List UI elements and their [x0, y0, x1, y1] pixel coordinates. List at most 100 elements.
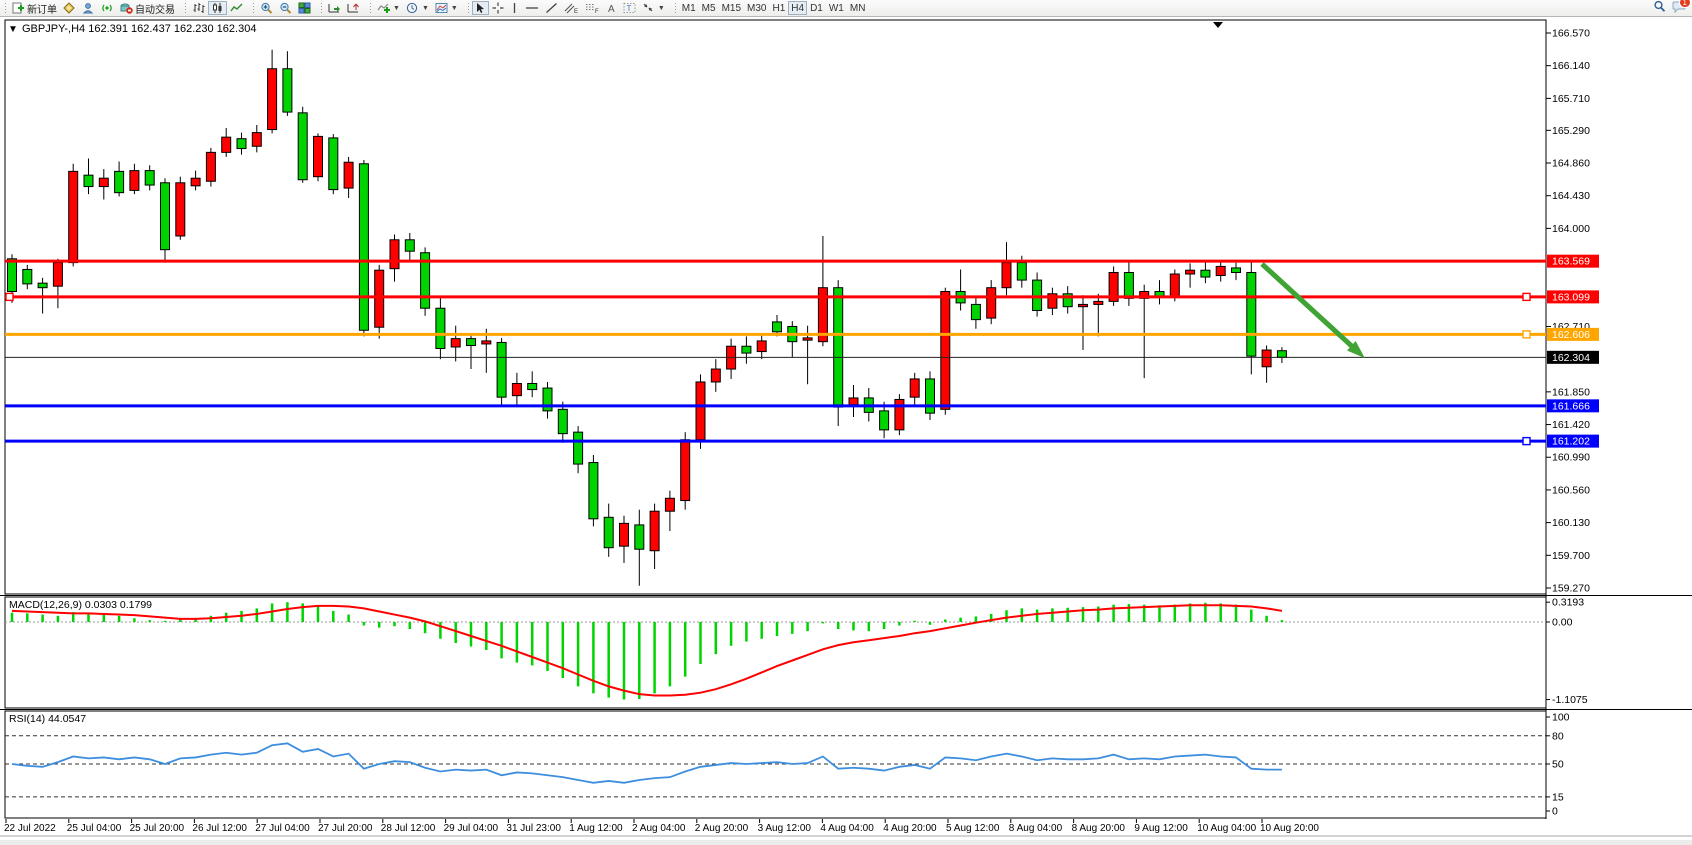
time-label: 27 Jul 20:00	[318, 823, 373, 834]
search-icon[interactable]	[1653, 0, 1666, 16]
notifications-chat-icon[interactable]: 1	[1672, 0, 1691, 16]
zoom-out-button[interactable]	[276, 1, 295, 15]
candle-body	[343, 161, 354, 189]
indicators-dropdown-caret[interactable]: ▼	[393, 4, 400, 12]
chart-collapse-arrow[interactable]: ▼	[8, 24, 18, 35]
time-axis-strip	[0, 819, 1692, 836]
timeframe-button-h1[interactable]: H1	[769, 1, 788, 15]
new-order-icon	[12, 2, 25, 14]
trend-arrow-annotation[interactable]	[1260, 262, 1365, 359]
timeframe-button-mn[interactable]: MN	[847, 1, 869, 15]
rsi-scale-label: 0	[1552, 806, 1558, 818]
cursor-button[interactable]	[471, 1, 489, 15]
timeframe-button-m1[interactable]: M1	[679, 1, 699, 15]
line-handle[interactable]	[1522, 330, 1531, 339]
candle-body	[389, 239, 400, 270]
chart-shift-button[interactable]	[344, 1, 363, 15]
text-tool-button[interactable]: A	[603, 1, 620, 15]
vertical-line-button[interactable]	[507, 1, 522, 15]
svg-text:161.850: 161.850	[1552, 386, 1590, 398]
indicators-button[interactable]: ▼	[374, 1, 403, 15]
macd-label: MACD(12,26,9) 0.0303 0.1799	[9, 599, 152, 611]
candle-body	[573, 431, 584, 465]
line-handle[interactable]	[1522, 292, 1531, 302]
new-order-button[interactable]: 新订单	[9, 1, 60, 16]
timeframe-button-d1[interactable]: D1	[807, 1, 826, 15]
bar-chart-button[interactable]	[189, 1, 208, 15]
timeframe-button-m5[interactable]: M5	[699, 1, 719, 15]
chart-shift-marker[interactable]	[1213, 22, 1223, 28]
svg-text:159.700: 159.700	[1552, 550, 1590, 562]
toolbar-drag-handle[interactable]	[369, 2, 372, 14]
candle-body	[970, 303, 981, 321]
indicators-add-icon	[377, 2, 390, 14]
candle-body	[588, 462, 599, 520]
toolbar-drag-handle[interactable]	[252, 2, 255, 14]
candle-body	[1108, 271, 1119, 302]
price-tag	[1547, 350, 1599, 364]
toolbar-drag-handle[interactable]	[466, 2, 470, 14]
periods-button[interactable]: ▼	[403, 1, 432, 15]
chart-window[interactable]: 166.570 166.140 165.710 165.290 164.860 164.4…	[0, 17, 1692, 840]
line-handle[interactable]	[5, 292, 14, 302]
styles-button[interactable]	[60, 1, 79, 15]
time-label: 29 Jul 04:00	[444, 823, 499, 834]
timeframe-button-m30[interactable]: M30	[744, 1, 769, 15]
periods-dropdown-caret[interactable]: ▼	[421, 4, 429, 12]
zoom-in-button[interactable]	[257, 1, 276, 15]
candle-body	[190, 177, 201, 187]
autotrade-button[interactable]: 自动交易	[117, 1, 178, 16]
profiles-button[interactable]	[79, 1, 98, 15]
main-panel[interactable]	[4, 19, 1547, 595]
price-tag-label: 161.202	[1552, 436, 1590, 448]
candle-body	[267, 68, 278, 131]
time-label: 22 Jul 2022	[4, 823, 56, 834]
crosshair-button[interactable]	[489, 1, 507, 15]
price-tag	[1547, 254, 1599, 268]
arrows-tool-button[interactable]: ▼	[639, 1, 668, 15]
time-label: 25 Jul 20:00	[130, 823, 185, 834]
price-tag-label: 161.666	[1552, 400, 1590, 412]
timeframe-button-m15[interactable]: M15	[719, 1, 744, 15]
rsi-scale-label: 50	[1552, 759, 1564, 771]
candle-body	[1200, 269, 1211, 278]
timeframe-button-w1[interactable]: W1	[826, 1, 847, 15]
auto-scroll-button[interactable]	[325, 1, 344, 15]
toolbar-drag-handle[interactable]	[320, 2, 323, 14]
toolbar-drag-handle[interactable]	[4, 2, 7, 14]
candle-body	[282, 68, 293, 113]
macd-scale-label: 0.00	[1552, 617, 1573, 629]
fibonacci-button[interactable]: F	[582, 1, 603, 15]
svg-text:165.290: 165.290	[1552, 125, 1590, 137]
horizontal-line-button[interactable]	[522, 1, 542, 15]
candle-body	[404, 239, 415, 252]
candle-body	[557, 408, 568, 435]
toolbar-drag-handle[interactable]	[184, 2, 187, 14]
time-axis[interactable]: 22 Jul 2022 25 Jul 04:00 25 Jul 20:00 26 Ju…	[0, 819, 1692, 837]
equidistant-channel-button[interactable]: E	[561, 1, 582, 15]
toolbar-drag-handle[interactable]	[673, 2, 677, 14]
templates-button[interactable]: ▼	[432, 1, 461, 15]
timeframe-button-h4[interactable]: H4	[788, 1, 808, 15]
zoom-out-icon	[279, 2, 292, 14]
price-chart-canvas[interactable]: 166.570 166.140 165.710 165.290 164.860 164.4…	[0, 17, 1692, 840]
macd-panel[interactable]	[4, 596, 1547, 709]
line-chart-button[interactable]	[227, 1, 246, 15]
trendline-button[interactable]	[542, 1, 561, 15]
rsi-scale-label: 80	[1552, 730, 1564, 742]
text-label-button[interactable]: T	[620, 1, 639, 15]
candle-body	[83, 174, 94, 188]
svg-text:164.000: 164.000	[1552, 223, 1590, 235]
line-handle[interactable]	[1522, 436, 1531, 446]
signals-button[interactable]	[98, 1, 117, 15]
tile-windows-button[interactable]	[295, 1, 314, 15]
candle-body	[1261, 349, 1272, 368]
templates-dropdown-caret[interactable]: ▼	[450, 4, 458, 12]
candle-body	[772, 321, 782, 333]
candlestick-chart-button[interactable]	[208, 1, 227, 15]
candle-body	[7, 258, 17, 292]
svg-text:165.710: 165.710	[1552, 93, 1590, 105]
candle-body	[817, 287, 828, 343]
trendline-icon	[545, 2, 558, 14]
arrows-dropdown-caret[interactable]: ▼	[657, 4, 665, 12]
